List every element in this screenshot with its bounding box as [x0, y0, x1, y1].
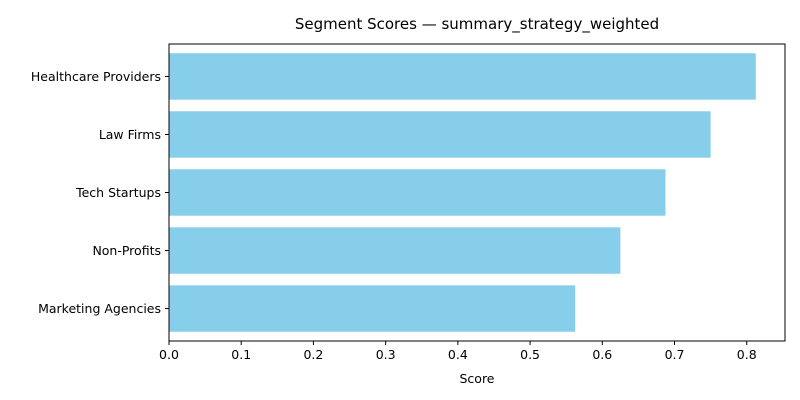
- bar-marketing-agencies: [169, 285, 576, 332]
- x-tick-label: 0.6: [592, 347, 612, 362]
- y-axis-ticks: Healthcare Providers Law Firms Tech Startu…: [31, 69, 169, 316]
- chart-title: Segment Scores — summary_strategy_weight…: [295, 15, 659, 34]
- bars-group: [169, 53, 756, 332]
- y-tick-label: Law Firms: [99, 127, 161, 142]
- x-axis-label: Score: [459, 371, 494, 386]
- bar-non-profits: [169, 227, 621, 274]
- x-tick-label: 0.5: [520, 347, 540, 362]
- y-tick-label: Tech Startups: [75, 185, 161, 200]
- x-tick-label: 0.4: [448, 347, 468, 362]
- plot-frame: [168, 43, 786, 342]
- x-tick-label: 0.0: [159, 347, 179, 362]
- x-axis-ticks: 0.0 0.1 0.2 0.3 0.4 0.5 0.6 0.7 0.8: [159, 341, 757, 362]
- x-tick-label: 0.1: [231, 347, 251, 362]
- bar-tech-startups: [169, 169, 666, 216]
- y-tick-label: Non-Profits: [92, 243, 161, 258]
- x-tick-label: 0.7: [665, 347, 685, 362]
- x-tick-label: 0.8: [737, 347, 757, 362]
- x-tick-label: 0.3: [376, 347, 396, 362]
- bar-law-firms: [169, 111, 711, 158]
- x-tick-label: 0.2: [303, 347, 323, 362]
- bar-healthcare-providers: [169, 53, 756, 100]
- y-tick-label: Marketing Agencies: [38, 301, 161, 316]
- y-tick-label: Healthcare Providers: [31, 69, 161, 84]
